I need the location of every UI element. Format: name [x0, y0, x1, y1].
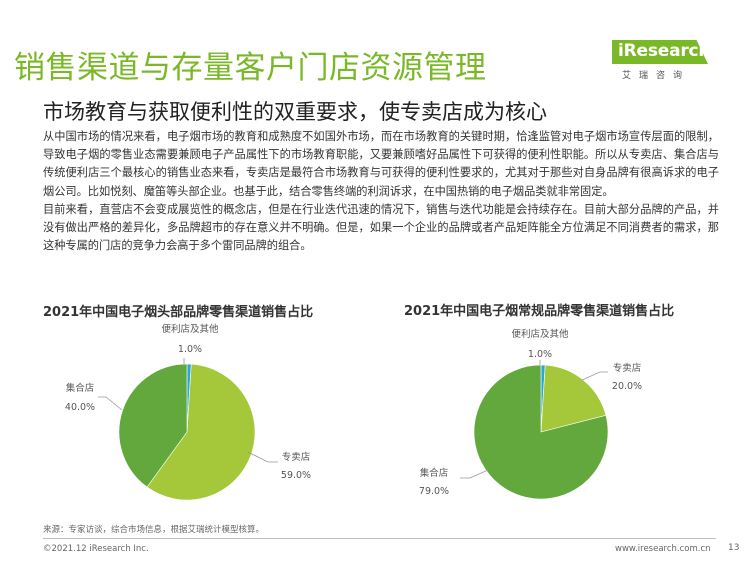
chart-1-title: 2021年中国电子烟头部品牌零售渠道销售占比	[43, 305, 314, 320]
pie-chart-head-brands	[118, 363, 256, 501]
chart-2-label-store-name: 专卖店	[613, 362, 642, 374]
body-paragraph-2: 目前来看，直营店不会变成展览性的概念店，但是在行业迭代迅速的情况下，销售与迭代功…	[43, 202, 719, 253]
page-subtitle: 市场教育与获取便利性的双重要求，使专卖店成为核心	[43, 100, 547, 124]
chart-1-label-collection-value: 40.0%	[65, 402, 95, 413]
chart-1-label-collection-name: 集合店	[66, 382, 95, 394]
chart-1-slice-0	[146, 363, 256, 501]
chart-2-label-convenience-name: 便利店及其他	[511, 328, 569, 340]
chart-2-label-collection-name: 集合店	[420, 467, 449, 479]
chart-1-label-convenience-value: 1.0%	[178, 344, 202, 355]
chart-2-slice-0	[540, 364, 607, 433]
logo-badge	[612, 40, 708, 64]
page-title: 销售渠道与存量客户门店资源管理	[14, 50, 487, 86]
chart-2-label-convenience-value: 1.0%	[528, 349, 552, 360]
page-number: 13	[728, 543, 740, 553]
logo-subtext: 艾瑞咨询	[622, 71, 691, 81]
chart-2-slice-1	[473, 364, 609, 500]
iresearch-logo: iResearch 艾瑞咨询	[612, 40, 711, 86]
chart-1-slice-1	[118, 363, 188, 488]
source-note: 来源：专家访谈，综合市场信息，根据艾瑞统计模型核算。	[43, 525, 265, 535]
chart-1-label-store-value: 59.0%	[281, 470, 311, 481]
body-paragraph-1: 从中国市场的情况来看，电子烟市场的教育和成熟度不如国外市场，而在市场教育的关键时…	[43, 130, 719, 198]
logo-text: iResearch	[618, 41, 711, 61]
chart-1-label-store-name: 专卖店	[282, 451, 311, 463]
chart-2-label-collection-value: 79.0%	[419, 486, 449, 497]
footer-divider	[43, 538, 716, 539]
body-text: 从中国市场的情况来看，电子烟市场的教育和成熟度不如国外市场，而在市场教育的关键时…	[43, 128, 719, 255]
chart-1-label-convenience-name: 便利店及其他	[161, 323, 219, 335]
chart-2-label-store-value: 20.0%	[612, 381, 642, 392]
footer-website[interactable]: www.iresearch.com.cn	[615, 544, 711, 554]
pie-chart-regular-brands	[473, 364, 609, 500]
footer-copyright: ©2021.12 iResearch Inc.	[43, 544, 149, 554]
chart-2-title: 2021年中国电子烟常规品牌零售渠道销售占比	[404, 304, 675, 319]
